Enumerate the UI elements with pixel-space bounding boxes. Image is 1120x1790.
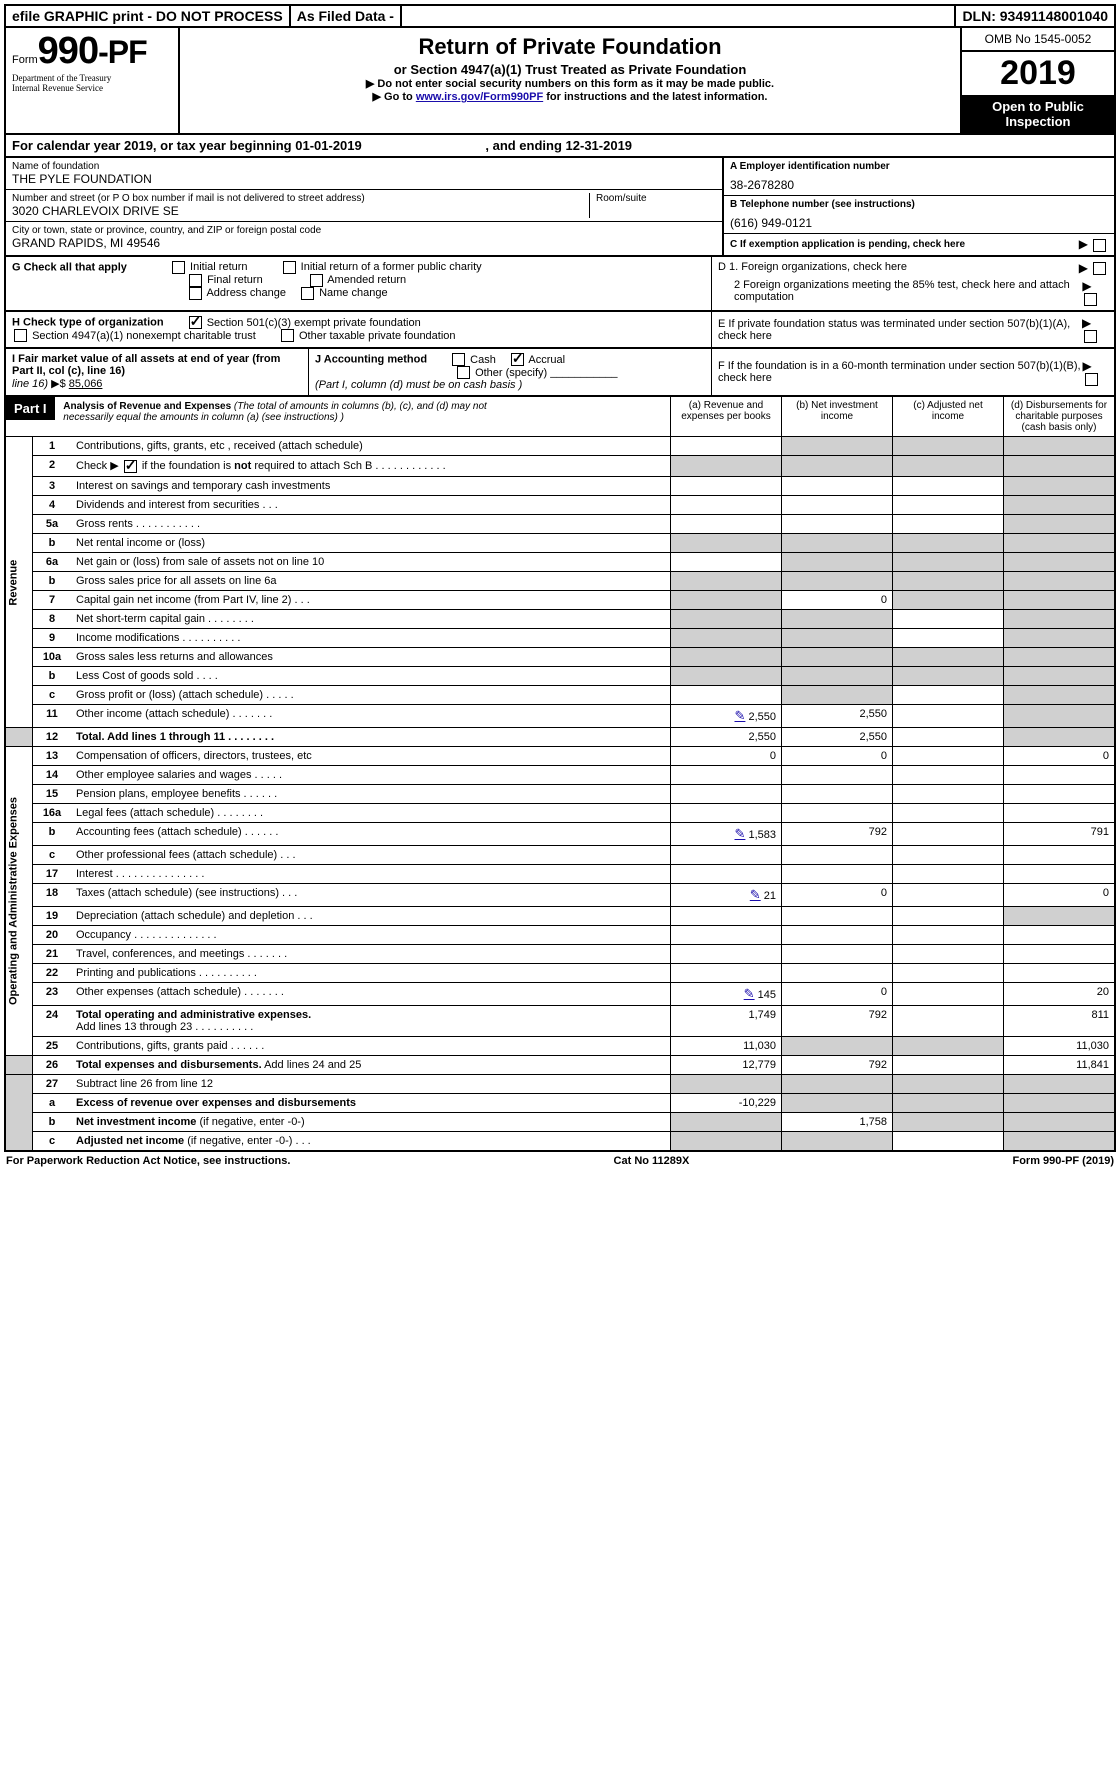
g-section: G Check all that apply Initial return In… (12, 261, 705, 300)
top-bar: efile GRAPHIC print - DO NOT PROCESS As … (4, 4, 1116, 28)
calendar-year-row: For calendar year 2019, or tax year begi… (4, 135, 1116, 158)
f-label: F If the foundation is in a 60-month ter… (718, 360, 1083, 384)
form-logo-cell: Form990-PF Department of the Treasury In… (6, 28, 180, 133)
d1: D 1. Foreign organizations, check here▶ (718, 261, 1108, 276)
i-j-f-row: I Fair market value of all assets at end… (4, 349, 1116, 395)
col-a-header: (a) Revenue and expenses per books (671, 396, 782, 437)
tax-year: 2019 (962, 52, 1114, 95)
footer-right: Form 990-PF (2019) (1012, 1155, 1114, 1167)
ein-cell: A Employer identification number 38-2678… (724, 158, 1114, 196)
efile-notice: efile GRAPHIC print - DO NOT PROCESS (6, 6, 291, 26)
omb-number: OMB No 1545-0052 (962, 28, 1114, 52)
c-cell: C If exemption application is pending, c… (724, 234, 1114, 255)
attach-icon[interactable]: ✎ (735, 826, 746, 841)
g-d-row: G Check all that apply Initial return In… (4, 257, 1116, 313)
dept-irs: Internal Revenue Service (12, 83, 172, 93)
dln: DLN: 93491148001040 (956, 6, 1114, 26)
ssn-note: ▶ Do not enter social security numbers o… (184, 77, 956, 90)
form-header: Form990-PF Department of the Treasury In… (4, 28, 1116, 135)
form-subtitle: or Section 4947(a)(1) Trust Treated as P… (184, 62, 956, 77)
h-501c3-checkbox[interactable] (189, 316, 202, 329)
footer-left: For Paperwork Reduction Act Notice, see … (6, 1155, 290, 1167)
city-row: City or town, state or province, country… (6, 222, 722, 253)
c-checkbox[interactable] (1093, 239, 1106, 252)
col-d-header: (d) Disbursements for charitable purpose… (1004, 396, 1116, 437)
expenses-side-label: Operating and Administrative Expenses (5, 746, 33, 1055)
attach-icon[interactable]: ✎ (744, 986, 755, 1001)
page-footer: For Paperwork Reduction Act Notice, see … (4, 1152, 1116, 1170)
goto-note: ▶ Go to www.irs.gov/Form990PF for instru… (184, 90, 956, 103)
open-to-public: Open to Public Inspection (962, 95, 1114, 133)
address-row: Number and street (or P O box number if … (6, 190, 722, 222)
header-right: OMB No 1545-0052 2019 Open to Public Ins… (962, 28, 1114, 133)
h-section: H Check type of organization Section 501… (12, 316, 705, 342)
j-accrual-checkbox[interactable] (511, 353, 524, 366)
form-number: 990-PF (38, 34, 147, 70)
schb-checkbox[interactable] (124, 460, 137, 473)
h-e-row: H Check type of organization Section 501… (4, 312, 1116, 349)
title-cell: Return of Private Foundation or Section … (180, 28, 962, 133)
i-label: I Fair market value of all assets at end… (12, 353, 280, 377)
revenue-side-label: Revenue (5, 437, 33, 728)
attach-icon[interactable]: ✎ (750, 887, 761, 902)
attach-icon[interactable]: ✎ (735, 708, 746, 723)
asfiled-label: As Filed Data - (291, 6, 402, 26)
part1-header: Part I (6, 397, 55, 420)
info-grid: Name of foundation THE PYLE FOUNDATION N… (4, 158, 1116, 257)
dept-treasury: Department of the Treasury (12, 73, 172, 83)
spacer (402, 6, 956, 26)
part1-table: Part I Analysis of Revenue and Expenses … (4, 395, 1116, 1152)
foundation-name: Name of foundation THE PYLE FOUNDATION (6, 158, 722, 190)
phone-cell: B Telephone number (see instructions) (6… (724, 196, 1114, 234)
e-label: E If private foundation status was termi… (718, 318, 1082, 342)
form-title: Return of Private Foundation (184, 34, 956, 60)
footer-mid: Cat No 11289X (614, 1155, 690, 1167)
j-label: J Accounting method (315, 354, 427, 366)
d2: 2 Foreign organizations meeting the 85% … (718, 279, 1108, 306)
col-c-header: (c) Adjusted net income (893, 396, 1004, 437)
col-b-header: (b) Net investment income (782, 396, 893, 437)
form-label: Form (12, 54, 38, 66)
irs-link[interactable]: www.irs.gov/Form990PF (416, 91, 543, 103)
